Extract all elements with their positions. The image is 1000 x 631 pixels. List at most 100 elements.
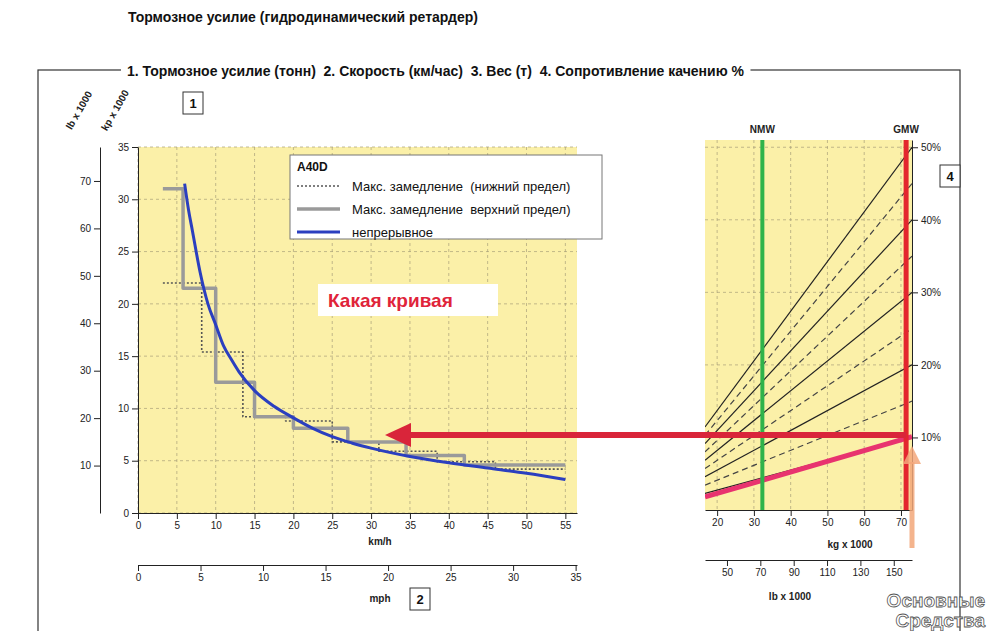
watermark: Основные [887, 590, 985, 611]
grid-line [705, 292, 912, 293]
tick: 30 [80, 365, 100, 376]
tick-label: 70 [896, 517, 908, 528]
tick-label: 70 [80, 176, 92, 187]
tick-label: 20 [80, 413, 92, 424]
tick-label: 5 [123, 455, 129, 466]
tick-label: 50 [722, 567, 734, 578]
plot-background [138, 147, 577, 513]
tick-mark [912, 365, 918, 366]
tick: 5 [175, 513, 181, 531]
tick-mark [827, 510, 828, 516]
grid-line [254, 147, 255, 513]
tick: 10 [118, 403, 138, 414]
tick: 5 [123, 455, 138, 466]
tick-mark [132, 304, 138, 305]
tick: 0 [123, 508, 138, 519]
grid-line [864, 140, 865, 510]
tick: 0 [136, 565, 142, 583]
tick: 110 [820, 560, 836, 578]
tick-label: 40 [444, 520, 456, 531]
legend-swatch [297, 207, 340, 211]
axis-line [139, 565, 578, 566]
tick-label: 50 [822, 517, 834, 528]
tick-label: 150 [886, 567, 903, 578]
tick-mark [216, 513, 217, 519]
tick: 25 [446, 565, 458, 583]
tick-label: 25 [327, 520, 339, 531]
tick-label: 40% [921, 215, 941, 226]
tick-label: 35 [571, 572, 583, 583]
tick-mark [177, 513, 178, 519]
legend-box [290, 155, 602, 239]
grid-line [753, 140, 754, 510]
tick-mark [410, 513, 411, 519]
tick-label: 60 [859, 517, 871, 528]
axis-line [706, 510, 913, 511]
tick: 30 [749, 510, 761, 528]
x2-axis: 05101520253035 [136, 565, 582, 583]
tick-label: 25 [446, 572, 458, 583]
grid-line [138, 251, 577, 252]
series-line [705, 220, 912, 444]
tick-label: 0 [136, 520, 142, 531]
axis-line [100, 148, 101, 514]
tick-label: 30 [366, 520, 378, 531]
title: Тормозное усилие (гидродинамический рета… [128, 9, 478, 25]
tick-mark [794, 560, 795, 566]
tick: 10 [258, 565, 270, 583]
grid-line [138, 356, 577, 357]
tick-label: 20 [118, 299, 130, 310]
x2-axis-title: lb x 1000 [769, 591, 812, 602]
axis-line [706, 560, 913, 561]
tick: 40 [786, 510, 798, 528]
box-label: 4 [940, 165, 960, 187]
y-axis: 05101520253035 [118, 142, 139, 519]
tick-label: 20% [921, 360, 941, 371]
tick-mark [827, 560, 828, 566]
tick-label: 50 [80, 271, 92, 282]
tick: 50 [80, 271, 100, 282]
tick: 70 [80, 176, 100, 187]
tick-mark [754, 510, 755, 516]
tick-label: 30 [80, 365, 92, 376]
legend-title: A40D [297, 160, 328, 174]
tick-label: 40 [80, 318, 92, 329]
tick-label: 30 [749, 517, 761, 528]
tick-mark [864, 510, 865, 516]
arrows [385, 423, 921, 548]
tick: 40% [912, 215, 941, 226]
tick-mark [94, 466, 100, 467]
box-label-frame [410, 588, 430, 610]
tick-label: 35 [405, 520, 417, 531]
series-line [705, 256, 912, 452]
tick-mark [94, 276, 100, 277]
tick: 20 [80, 413, 100, 424]
tick: 5 [198, 565, 204, 583]
tick: 70 [755, 560, 767, 578]
tick: 15 [249, 513, 261, 531]
tick-mark [132, 356, 138, 357]
grid-line [138, 408, 577, 409]
tick-mark [138, 513, 139, 519]
tick-label: 0 [123, 508, 129, 519]
tick-mark [449, 513, 450, 519]
tick: 15 [320, 565, 332, 583]
tick: 50% [912, 142, 941, 153]
tick: 50 [822, 510, 834, 528]
tick-label: 90 [789, 567, 801, 578]
x2-axis: 507090110130150 [706, 560, 913, 578]
tick-mark [912, 437, 918, 438]
grid-line [717, 140, 718, 510]
arrow-head [903, 446, 921, 464]
tick-mark [94, 181, 100, 182]
tick-mark [526, 513, 527, 519]
tick-mark [727, 560, 728, 566]
annotation-background [318, 284, 498, 316]
tick: 30 [366, 513, 378, 531]
tick-label: 40 [786, 517, 798, 528]
legend-swatch [297, 185, 340, 187]
subtitle: 1. Тормозное усилие (тонн) 2. Скорость (… [127, 63, 744, 79]
tick-label: 45 [483, 520, 495, 531]
plot-marks [705, 140, 912, 510]
tick-label: 5 [198, 572, 204, 583]
